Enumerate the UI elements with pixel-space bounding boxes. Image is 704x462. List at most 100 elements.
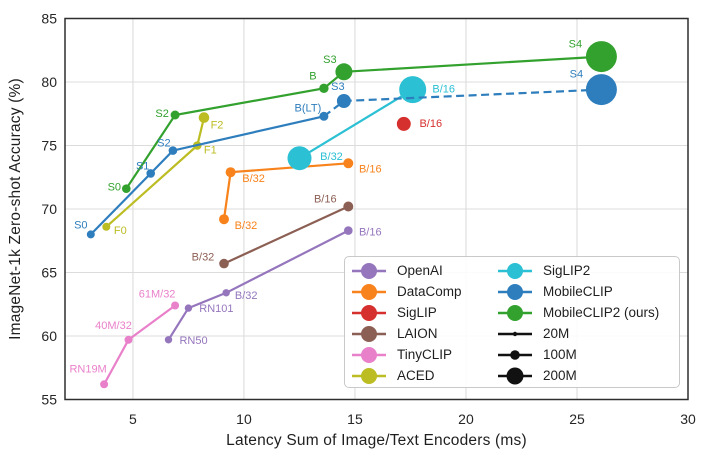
point-label: B/32 <box>242 173 265 185</box>
data-point-mobileclip <box>319 111 329 121</box>
series-line-tinyclip <box>103 304 176 385</box>
point-label: B(LT) <box>295 102 322 114</box>
data-point-mobileclip2-ours- <box>170 110 180 120</box>
legend-item-100m: 100M <box>497 344 659 365</box>
legend-label: 20M <box>543 326 570 341</box>
legend-item-laion: LAION <box>351 323 462 344</box>
legend-marker-icon <box>498 367 532 384</box>
legend-marker-icon <box>352 325 386 342</box>
series-line-datacomp <box>222 162 349 220</box>
legend-label: OpenAI <box>397 263 443 278</box>
data-point-laion <box>343 201 354 212</box>
legend-item-200m: 200M <box>497 365 659 386</box>
tick-labels: 5 10 15 20 25 30 55 60 65 70 75 80 85 <box>41 11 696 428</box>
series-line-laion <box>223 205 349 265</box>
legend-item-siglip: SigLIP <box>351 302 462 323</box>
point-label: F0 <box>114 225 127 237</box>
legend-marker-icon <box>352 262 386 279</box>
series-layer <box>86 41 617 389</box>
point-label: B/32 <box>235 220 258 232</box>
data-point-openai <box>164 336 173 344</box>
data-point-siglip <box>396 116 411 131</box>
series-line-mobileclip <box>323 88 602 118</box>
data-point-mobileclip2-ours- <box>585 41 617 73</box>
data-point-mobileclip2-ours- <box>335 63 353 81</box>
data-point-openai <box>222 289 230 297</box>
legend-marker-icon <box>352 283 386 300</box>
legend-marker-icon <box>498 349 532 360</box>
legend-marker-icon <box>498 283 532 300</box>
point-label: S0 <box>74 219 87 231</box>
point-label: S2 <box>157 138 170 150</box>
point-label: B/16 <box>314 194 337 206</box>
legend-label: ACED <box>397 368 435 383</box>
series-line-aced <box>105 117 206 228</box>
data-point-siglip2 <box>399 76 427 104</box>
point-label: B/16 <box>432 84 455 96</box>
x-tick-label: 30 <box>680 411 696 427</box>
legend-marker-icon <box>498 262 532 279</box>
point-label: B/32 <box>235 290 258 302</box>
point-labels: RN50RN101B/32B/16B/32B/32B/16B/16B/32B/1… <box>69 39 583 376</box>
point-label: F1 <box>204 145 217 157</box>
y-tick-label: 70 <box>41 201 57 217</box>
data-point-tinyclip <box>124 335 133 344</box>
y-tick-label: 75 <box>41 138 57 154</box>
x-tick-label: 5 <box>129 411 137 427</box>
point-label: B/16 <box>359 163 382 175</box>
data-point-datacomp <box>219 214 229 225</box>
legend-item-mobileclip2-ours-: MobileCLIP2 (ours) <box>497 302 659 323</box>
series-line-siglip2 <box>298 88 414 160</box>
y-axis-label: ImageNet-1k Zero-shot Accuracy (%) <box>7 78 24 340</box>
x-tick-label: 15 <box>347 411 363 427</box>
point-label: B/32 <box>192 252 215 264</box>
point-label: B <box>309 70 316 82</box>
data-point-openai <box>184 304 193 312</box>
legend-label: 200M <box>543 368 577 383</box>
legend-item-20m: 20M <box>497 323 659 344</box>
legend-item-siglip2: SigLIP2 <box>497 260 659 281</box>
data-point-mobileclip <box>336 94 351 108</box>
legend-item-mobileclip: MobileCLIP <box>497 281 659 302</box>
point-label: B/16 <box>359 227 382 239</box>
data-point-mobileclip2-ours- <box>122 184 131 193</box>
legend: OpenAI DataComp SigLIP LAION TinyCLIP ACED Si… <box>344 256 680 388</box>
point-label: S4 <box>569 39 582 51</box>
point-label: S1 <box>136 160 149 172</box>
legend-marker-icon <box>498 304 532 321</box>
y-tick-label: 65 <box>41 265 57 281</box>
point-label: RN101 <box>199 303 233 315</box>
point-label: B/32 <box>320 151 343 163</box>
series-line-mobileclip <box>90 115 325 236</box>
data-point-tinyclip <box>171 301 180 310</box>
x-tick-label: 25 <box>569 411 585 427</box>
series-line-openai <box>167 229 349 341</box>
x-tick-label: 10 <box>236 411 252 427</box>
legend-marker-icon <box>352 367 386 384</box>
y-tick-label: 55 <box>41 392 57 408</box>
data-point-mobileclip <box>86 230 95 239</box>
point-label: RN50 <box>179 335 207 347</box>
point-label: S2 <box>155 108 168 120</box>
point-label: B/16 <box>419 118 442 130</box>
legend-label: TinyCLIP <box>397 347 453 362</box>
y-tick-label: 85 <box>41 11 57 27</box>
axes-frame <box>64 17 689 401</box>
point-label: S0 <box>108 182 121 194</box>
legend-label: DataComp <box>397 284 462 299</box>
data-point-datacomp <box>225 167 236 178</box>
legend-label: 100M <box>543 347 577 362</box>
legend-label: MobileCLIP <box>543 284 613 299</box>
point-label: 61M/32 <box>139 289 176 301</box>
legend-marker-icon <box>352 304 386 321</box>
legend-label: SigLIP2 <box>543 263 591 278</box>
legend-marker-icon <box>352 346 386 363</box>
y-tick-label: 60 <box>41 328 57 344</box>
point-label: S3 <box>331 81 344 93</box>
data-point-mobileclip <box>585 74 617 106</box>
legend-label: MobileCLIP2 (ours) <box>543 305 660 320</box>
point-label: S4 <box>570 69 583 81</box>
data-point-openai <box>344 226 353 235</box>
